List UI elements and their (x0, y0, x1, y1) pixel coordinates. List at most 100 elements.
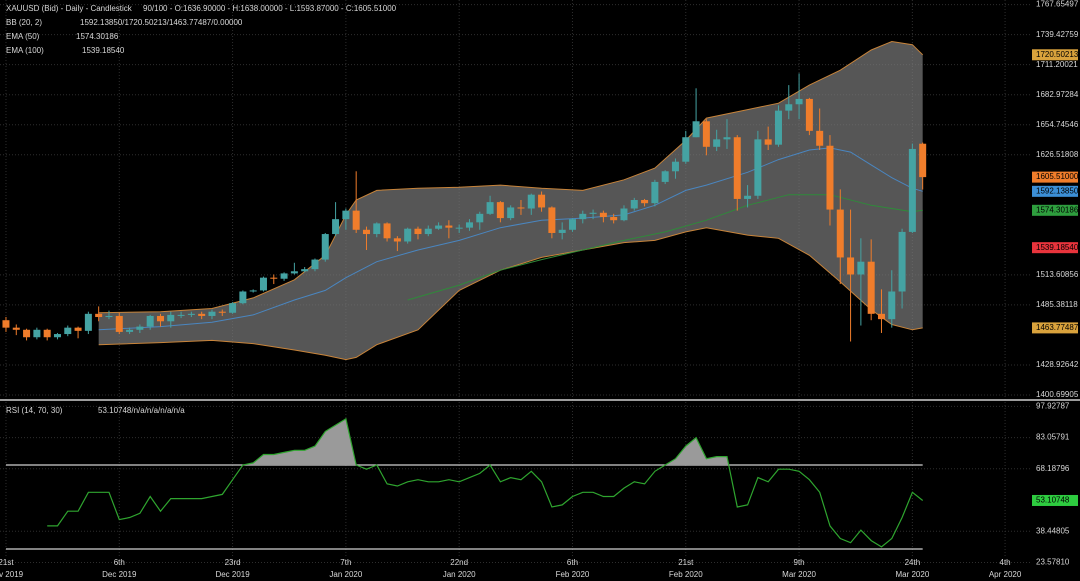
candle-body (651, 181, 659, 204)
candle-body (620, 208, 628, 221)
x-tick-sublabel: Jan 2020 (329, 570, 362, 579)
price-tag (1032, 185, 1078, 197)
candle-body (579, 213, 587, 220)
candle-body (321, 234, 329, 260)
candle-body (805, 98, 813, 131)
candle-body (671, 161, 679, 172)
candle-body (527, 194, 535, 209)
price-tag (1032, 204, 1078, 216)
candle-body (290, 271, 298, 274)
candle-body (249, 290, 257, 292)
candle-body (435, 225, 443, 229)
candle-body (23, 329, 31, 338)
candle-body (795, 98, 803, 105)
candle-body (424, 228, 432, 235)
band-lower (98, 227, 923, 361)
candle-body (661, 171, 669, 182)
candle-body (507, 207, 515, 219)
candle-body (867, 261, 875, 314)
rsi-tick-label: 38.44805 (1036, 526, 1070, 535)
price-tag-label: 1720.50213 (1036, 50, 1079, 59)
x-tick-sublabel: Jan 2020 (443, 570, 476, 579)
rsi-tick-label: 23.57810 (1036, 558, 1070, 567)
indicator-line (407, 194, 923, 301)
price-tag (1032, 242, 1078, 254)
candle-body (744, 195, 752, 199)
candle-body (692, 121, 700, 138)
candle-body (229, 303, 237, 313)
candle-body (723, 137, 731, 140)
candle-body (218, 311, 226, 313)
candle-body (877, 313, 885, 320)
ohlc-readout: 90/100 - O:1636.90000 - H:1638.00000 - L… (143, 4, 397, 13)
candle-body (847, 257, 855, 275)
x-tick-sublabel: Apr 2020 (989, 570, 1022, 579)
candle-body (146, 315, 154, 327)
x-tick-sublabel: Mar 2020 (895, 570, 929, 579)
candle-body (558, 229, 566, 233)
price-tag-label: 1539.18540 (1036, 243, 1079, 252)
candle-body (816, 130, 824, 146)
candle-body (84, 313, 92, 331)
rsi-overbought-fill (242, 418, 729, 465)
candle-body (465, 222, 473, 228)
candle-body (888, 291, 896, 320)
x-tick-label: 24th (905, 558, 921, 567)
candle-body (208, 311, 216, 316)
y-tick-label: 1682.97284 (1036, 90, 1079, 99)
candle-body (713, 139, 721, 147)
candle-body (352, 210, 360, 230)
candle-body (898, 231, 906, 292)
y-tick-label: 1626.51808 (1036, 150, 1079, 159)
x-tick-label: 6th (567, 558, 578, 567)
candle-body (589, 212, 597, 214)
candles (2, 73, 927, 342)
candle-body (187, 313, 195, 315)
candle-body (568, 219, 576, 230)
candle-body (105, 315, 113, 318)
indicator-reading: 1574.30186 (76, 32, 119, 41)
candle-body (12, 327, 20, 330)
candle-body (548, 207, 556, 233)
price-tag (1032, 494, 1078, 506)
indicator-reading: 1539.18540 (82, 46, 125, 55)
x-tick-label: 6th (114, 558, 125, 567)
candle-body (239, 291, 247, 304)
price-tag (1032, 322, 1078, 334)
candle-body (301, 269, 309, 272)
price-tag-label: 1574.30186 (1036, 205, 1079, 214)
price-tag-label: 53.10748 (1036, 496, 1070, 505)
candle-body (641, 200, 649, 204)
x-tick-label: 4th (1000, 558, 1011, 567)
x-tick-sublabel: Dec 2019 (102, 570, 137, 579)
candle-body (177, 314, 185, 316)
candle-body (53, 334, 61, 338)
candle-body (259, 277, 267, 291)
rsi-tick-label: 68.18796 (1036, 464, 1070, 473)
x-tick-label: 21st (0, 558, 14, 567)
x-tick-sublabel: Mar 2020 (782, 570, 816, 579)
y-tick-label: 1428.92642 (1036, 360, 1079, 369)
candle-body (362, 229, 370, 235)
chart-title: XAUUSD (Bid) - Daily - Candlestick (6, 4, 133, 13)
candle-body (342, 210, 350, 220)
candle-body (610, 217, 618, 221)
candle-body (167, 314, 175, 322)
candle-body (126, 329, 134, 332)
rsi-title: RSI (14, 70, 30) (6, 406, 63, 415)
candle-body (404, 228, 412, 242)
y-tick-label: 1739.42759 (1036, 30, 1079, 39)
candle-body (270, 277, 278, 279)
y-tick-label: 1513.60856 (1036, 270, 1079, 279)
candle-body (517, 207, 525, 209)
x-tick-sublabel: Feb 2020 (556, 570, 590, 579)
y-tick-label: 1767.65497 (1036, 0, 1079, 9)
candle-body (682, 137, 690, 162)
x-tick-label: 22nd (450, 558, 468, 567)
candle-body (733, 137, 741, 199)
price-tag (1032, 171, 1078, 183)
x-tick-sublabel: Dec 2019 (215, 570, 250, 579)
candle-body (857, 261, 865, 275)
candle-body (455, 227, 463, 229)
